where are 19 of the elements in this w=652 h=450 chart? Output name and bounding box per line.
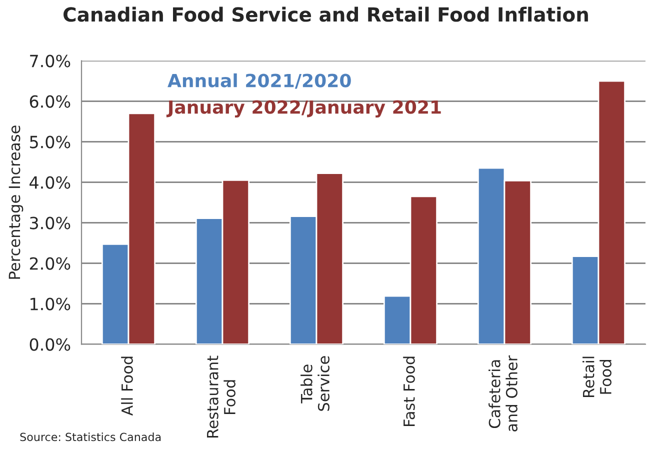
y-tick-label: 5.0% — [30, 136, 70, 148]
y-tick-label: 3.0% — [30, 216, 70, 230]
y-tick-label: 7.0% — [30, 54, 70, 68]
y-tick-label: 0.0% — [30, 338, 70, 351]
chart-title: Canadian Food Service and Retail Food Inflation — [64, 6, 588, 22]
x-tick-label: Table Service — [300, 356, 330, 411]
y-tick-label: 6.0% — [30, 95, 70, 108]
x-tick-label: Fast Food — [403, 356, 415, 426]
series-label: January 2022/January 2021 — [166, 100, 441, 118]
y-tick-label: 4.0% — [30, 176, 70, 189]
text: Annual 2021/2020 — [168, 73, 351, 89]
x-tick-label: All Food — [121, 356, 133, 416]
y-axis-title: Percentage Increase — [8, 126, 24, 279]
x-tick-label: Retail Food — [582, 356, 612, 398]
x-tick-label: Restaurant Food — [207, 356, 236, 438]
y-tick-label: 1.0% — [30, 298, 70, 310]
source-note: Source: Statistics Canada — [20, 432, 161, 442]
x-tick-label: Cafeteria and Other — [488, 355, 518, 432]
y-tick-label: 2.0% — [30, 257, 70, 270]
